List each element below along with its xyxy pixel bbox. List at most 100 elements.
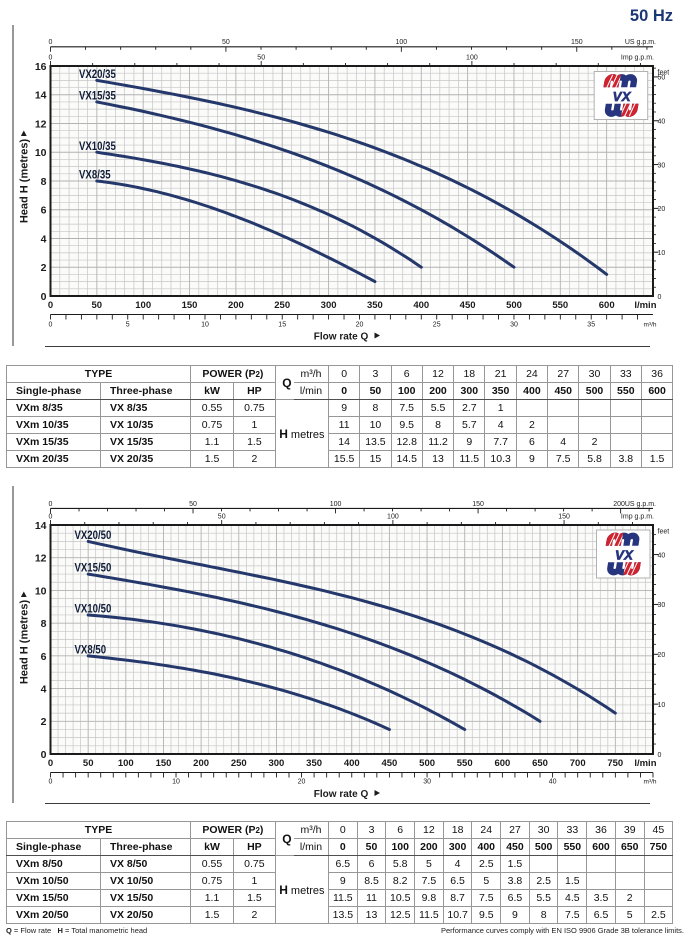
svg-text:10: 10 xyxy=(658,250,666,257)
svg-text:50: 50 xyxy=(83,758,94,769)
svg-text:400: 400 xyxy=(413,300,429,311)
svg-text:8: 8 xyxy=(41,618,47,630)
svg-text:150: 150 xyxy=(558,514,570,521)
svg-text:0: 0 xyxy=(49,39,53,46)
svg-text:VX15/35: VX15/35 xyxy=(79,90,116,102)
svg-text:6: 6 xyxy=(41,205,47,217)
svg-text:VX8/35: VX8/35 xyxy=(79,170,111,182)
svg-text:feet: feet xyxy=(658,529,670,536)
svg-text:150: 150 xyxy=(182,300,198,311)
svg-text:500: 500 xyxy=(419,758,435,769)
svg-text:35: 35 xyxy=(587,321,595,328)
svg-text:Flow rate Q: Flow rate Q xyxy=(314,789,369,800)
svg-text:250: 250 xyxy=(231,758,247,769)
svg-text:10: 10 xyxy=(35,585,47,597)
svg-text:20: 20 xyxy=(298,779,306,786)
svg-text:50: 50 xyxy=(257,55,265,62)
svg-text:100: 100 xyxy=(118,758,134,769)
svg-text:200: 200 xyxy=(228,300,244,311)
svg-text:0: 0 xyxy=(49,514,53,521)
svg-text:VX8/50: VX8/50 xyxy=(75,644,107,656)
svg-text:0: 0 xyxy=(49,55,53,62)
svg-text:l/min: l/min xyxy=(634,300,656,311)
svg-text:350: 350 xyxy=(367,300,383,311)
svg-text:0: 0 xyxy=(48,300,53,311)
svg-text:Flow rate Q: Flow rate Q xyxy=(314,332,369,343)
svg-text:550: 550 xyxy=(552,300,568,311)
svg-text:VX20/35: VX20/35 xyxy=(79,69,116,81)
svg-text:4: 4 xyxy=(41,684,47,696)
svg-text:100: 100 xyxy=(387,514,399,521)
svg-text:100: 100 xyxy=(330,501,342,508)
svg-text:Head H (metres): Head H (metres) xyxy=(19,599,31,684)
svg-text:300: 300 xyxy=(268,758,284,769)
svg-text:40: 40 xyxy=(549,779,557,786)
svg-text:VX10/35: VX10/35 xyxy=(79,141,116,153)
svg-text:US g.p.m.: US g.p.m. xyxy=(625,501,656,508)
svg-text:8: 8 xyxy=(41,176,47,188)
svg-text:6: 6 xyxy=(41,651,47,663)
svg-text:2: 2 xyxy=(41,716,47,728)
svg-text:20: 20 xyxy=(658,206,666,213)
svg-text:200: 200 xyxy=(193,758,209,769)
svg-text:400: 400 xyxy=(344,758,360,769)
svg-text:2: 2 xyxy=(41,262,47,274)
svg-text:30: 30 xyxy=(658,602,666,609)
svg-text:300: 300 xyxy=(321,300,337,311)
svg-text:650: 650 xyxy=(532,758,548,769)
svg-text:VX10/50: VX10/50 xyxy=(75,604,112,616)
svg-text:350: 350 xyxy=(306,758,322,769)
svg-text:14: 14 xyxy=(35,90,47,102)
svg-text:0: 0 xyxy=(41,291,47,303)
svg-text:Head H (metres): Head H (metres) xyxy=(19,138,31,223)
svg-text:4: 4 xyxy=(41,233,47,245)
svg-text:750: 750 xyxy=(607,758,623,769)
svg-text:0: 0 xyxy=(49,501,53,508)
svg-text:550: 550 xyxy=(457,758,473,769)
svg-text:100: 100 xyxy=(135,300,151,311)
svg-text:50: 50 xyxy=(222,39,230,46)
svg-text:feet: feet xyxy=(658,70,670,77)
svg-text:50: 50 xyxy=(658,75,666,82)
svg-text:VX15/50: VX15/50 xyxy=(75,563,112,575)
svg-text:50: 50 xyxy=(218,514,226,521)
svg-text:450: 450 xyxy=(381,758,397,769)
svg-text:20: 20 xyxy=(356,321,364,328)
svg-text:0: 0 xyxy=(49,779,53,786)
svg-text:5: 5 xyxy=(126,321,130,328)
svg-text:100: 100 xyxy=(466,55,478,62)
svg-text:Imp g.p.m.: Imp g.p.m. xyxy=(621,514,654,521)
svg-text:l/min: l/min xyxy=(634,758,656,769)
svg-text:30: 30 xyxy=(423,779,431,786)
svg-text:Imp g.p.m.: Imp g.p.m. xyxy=(621,55,654,62)
svg-text:12: 12 xyxy=(35,553,47,565)
svg-text:500: 500 xyxy=(506,300,522,311)
svg-text:12: 12 xyxy=(35,118,47,130)
svg-text:30: 30 xyxy=(658,162,666,169)
svg-text:10: 10 xyxy=(35,147,47,159)
svg-text:150: 150 xyxy=(156,758,172,769)
svg-text:50: 50 xyxy=(92,300,103,311)
svg-text:600: 600 xyxy=(599,300,615,311)
svg-text:600: 600 xyxy=(494,758,510,769)
svg-text:20: 20 xyxy=(658,652,666,659)
svg-text:150: 150 xyxy=(472,501,484,508)
svg-text:150: 150 xyxy=(571,39,583,46)
svg-text:m³/h: m³/h xyxy=(644,321,657,328)
svg-text:US g.p.m.: US g.p.m. xyxy=(625,39,656,46)
svg-text:0: 0 xyxy=(658,752,662,759)
svg-text:0: 0 xyxy=(48,758,53,769)
svg-text:10: 10 xyxy=(172,779,180,786)
svg-text:0: 0 xyxy=(41,749,47,761)
svg-text:10: 10 xyxy=(201,321,209,328)
svg-text:30: 30 xyxy=(510,321,518,328)
svg-text:40: 40 xyxy=(658,552,666,559)
svg-text:250: 250 xyxy=(274,300,290,311)
svg-text:0: 0 xyxy=(658,294,662,301)
svg-text:16: 16 xyxy=(35,61,47,73)
svg-text:m³/h: m³/h xyxy=(644,779,657,786)
svg-text:VX20/50: VX20/50 xyxy=(75,530,112,542)
svg-text:40: 40 xyxy=(658,119,666,126)
svg-text:450: 450 xyxy=(460,300,476,311)
svg-text:700: 700 xyxy=(570,758,586,769)
